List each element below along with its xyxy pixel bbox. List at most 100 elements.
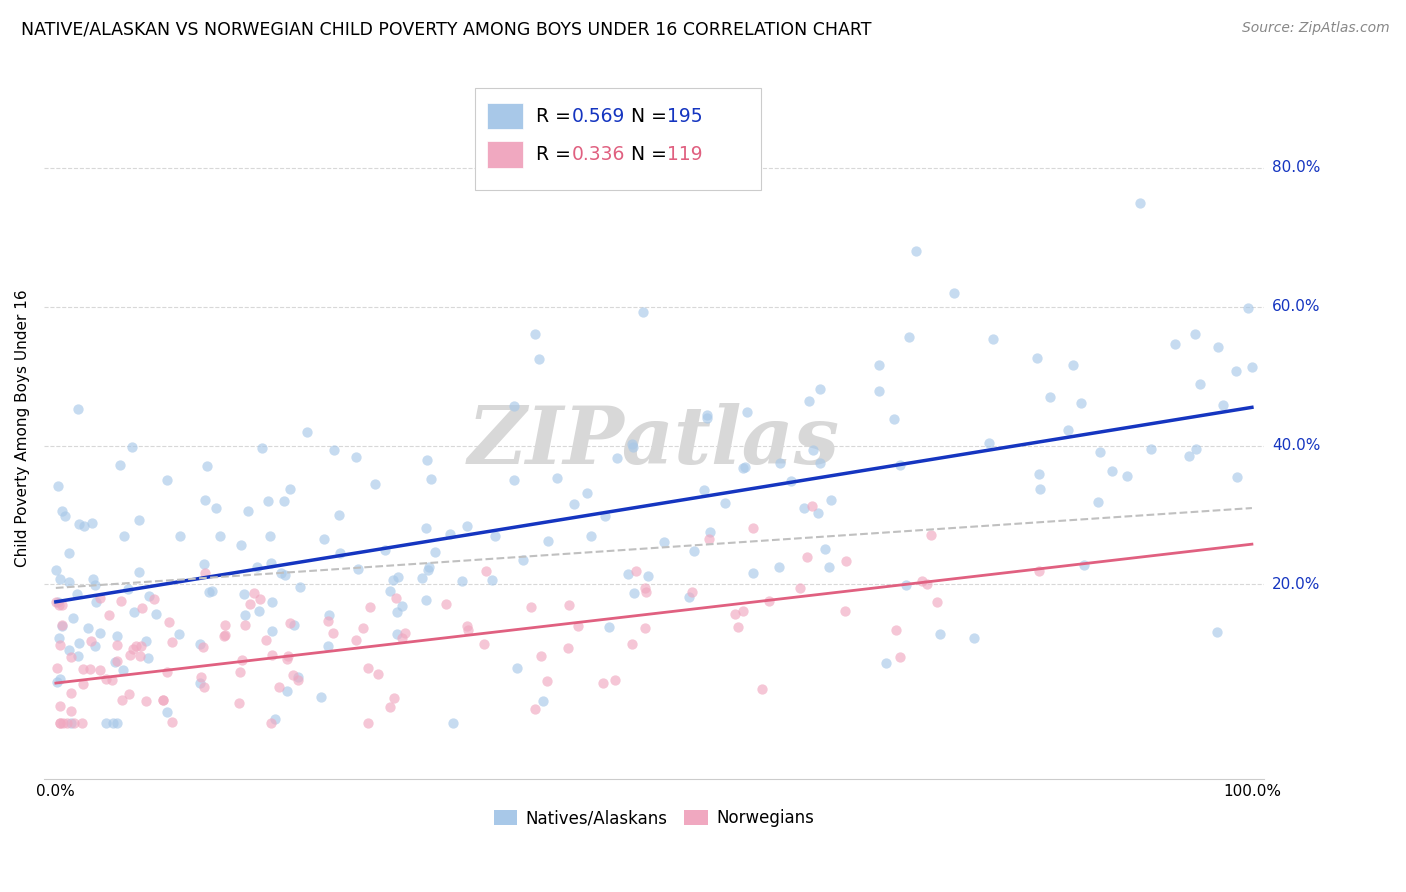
Point bbox=[621, 440, 644, 454]
Point bbox=[73, 519, 96, 533]
Point bbox=[697, 533, 720, 547]
Point bbox=[359, 599, 381, 614]
Point bbox=[981, 332, 1004, 346]
Point bbox=[138, 651, 160, 665]
Point bbox=[456, 619, 478, 633]
Point bbox=[633, 622, 655, 636]
Text: 0.336: 0.336 bbox=[572, 145, 626, 164]
Point bbox=[84, 595, 107, 609]
Point bbox=[67, 635, 90, 649]
Point bbox=[63, 716, 86, 731]
Point bbox=[592, 675, 614, 690]
Text: 195: 195 bbox=[668, 106, 703, 126]
Point bbox=[481, 574, 503, 588]
Text: 0.569: 0.569 bbox=[572, 106, 626, 126]
Point bbox=[1206, 340, 1229, 354]
Point bbox=[322, 625, 344, 640]
Point bbox=[681, 585, 703, 599]
Point bbox=[45, 674, 67, 689]
Point bbox=[53, 509, 76, 524]
Point bbox=[49, 672, 72, 686]
Point bbox=[527, 352, 550, 367]
Point bbox=[374, 542, 396, 557]
Point bbox=[714, 495, 737, 509]
Point bbox=[83, 639, 105, 653]
Point bbox=[72, 677, 94, 691]
Point bbox=[295, 425, 318, 439]
Point bbox=[46, 479, 69, 493]
Point bbox=[194, 566, 217, 581]
Point bbox=[344, 450, 367, 464]
Point bbox=[889, 649, 911, 664]
Point bbox=[415, 593, 437, 607]
Point bbox=[318, 614, 340, 628]
Point bbox=[89, 663, 111, 677]
Point bbox=[311, 690, 333, 704]
Text: R =: R = bbox=[536, 145, 576, 164]
Point bbox=[260, 595, 283, 609]
Point bbox=[45, 563, 67, 577]
Point bbox=[48, 598, 70, 612]
Point bbox=[1188, 376, 1211, 391]
Point bbox=[418, 559, 440, 574]
Point bbox=[247, 604, 270, 618]
Point bbox=[323, 442, 346, 457]
Point bbox=[807, 507, 830, 521]
Point bbox=[942, 285, 965, 300]
Point bbox=[1184, 326, 1206, 341]
Point bbox=[524, 702, 547, 716]
Point bbox=[357, 716, 380, 731]
Point bbox=[378, 699, 401, 714]
Point bbox=[434, 597, 457, 611]
Point bbox=[49, 699, 72, 714]
Point bbox=[259, 556, 281, 570]
Point bbox=[631, 305, 654, 319]
Point bbox=[1057, 423, 1080, 437]
Point bbox=[51, 504, 73, 518]
Point bbox=[385, 626, 408, 640]
Point bbox=[195, 458, 218, 473]
Point bbox=[796, 550, 818, 565]
Point bbox=[883, 411, 905, 425]
Point bbox=[152, 693, 174, 707]
Point bbox=[156, 665, 179, 680]
Point bbox=[252, 441, 274, 455]
Point bbox=[108, 458, 131, 472]
Point bbox=[270, 566, 292, 581]
Point bbox=[191, 640, 214, 654]
Point bbox=[693, 483, 716, 497]
Point bbox=[394, 625, 416, 640]
Point bbox=[1073, 558, 1095, 572]
Point bbox=[1184, 442, 1206, 456]
Point bbox=[779, 474, 801, 488]
Point bbox=[416, 453, 439, 467]
Point bbox=[441, 716, 464, 731]
Point bbox=[558, 598, 581, 612]
Point bbox=[897, 330, 920, 344]
Point bbox=[808, 382, 831, 396]
Point bbox=[727, 620, 749, 634]
Point bbox=[48, 631, 70, 645]
Point bbox=[1237, 301, 1260, 316]
Point bbox=[287, 673, 309, 687]
Point bbox=[1206, 624, 1229, 639]
Point bbox=[472, 637, 495, 651]
Point bbox=[385, 591, 408, 606]
Point bbox=[105, 716, 128, 731]
Point bbox=[915, 576, 938, 591]
Point bbox=[72, 663, 94, 677]
Point bbox=[1039, 390, 1062, 404]
Point bbox=[49, 638, 72, 652]
Point bbox=[52, 716, 75, 731]
Point bbox=[868, 384, 890, 398]
Point bbox=[814, 541, 837, 556]
Point bbox=[58, 642, 80, 657]
Point bbox=[896, 578, 918, 592]
Point bbox=[249, 592, 271, 607]
Point bbox=[67, 648, 90, 663]
Point bbox=[636, 585, 658, 599]
Point bbox=[212, 629, 235, 643]
Point bbox=[682, 544, 704, 558]
Point bbox=[160, 715, 183, 730]
Point bbox=[884, 623, 907, 637]
